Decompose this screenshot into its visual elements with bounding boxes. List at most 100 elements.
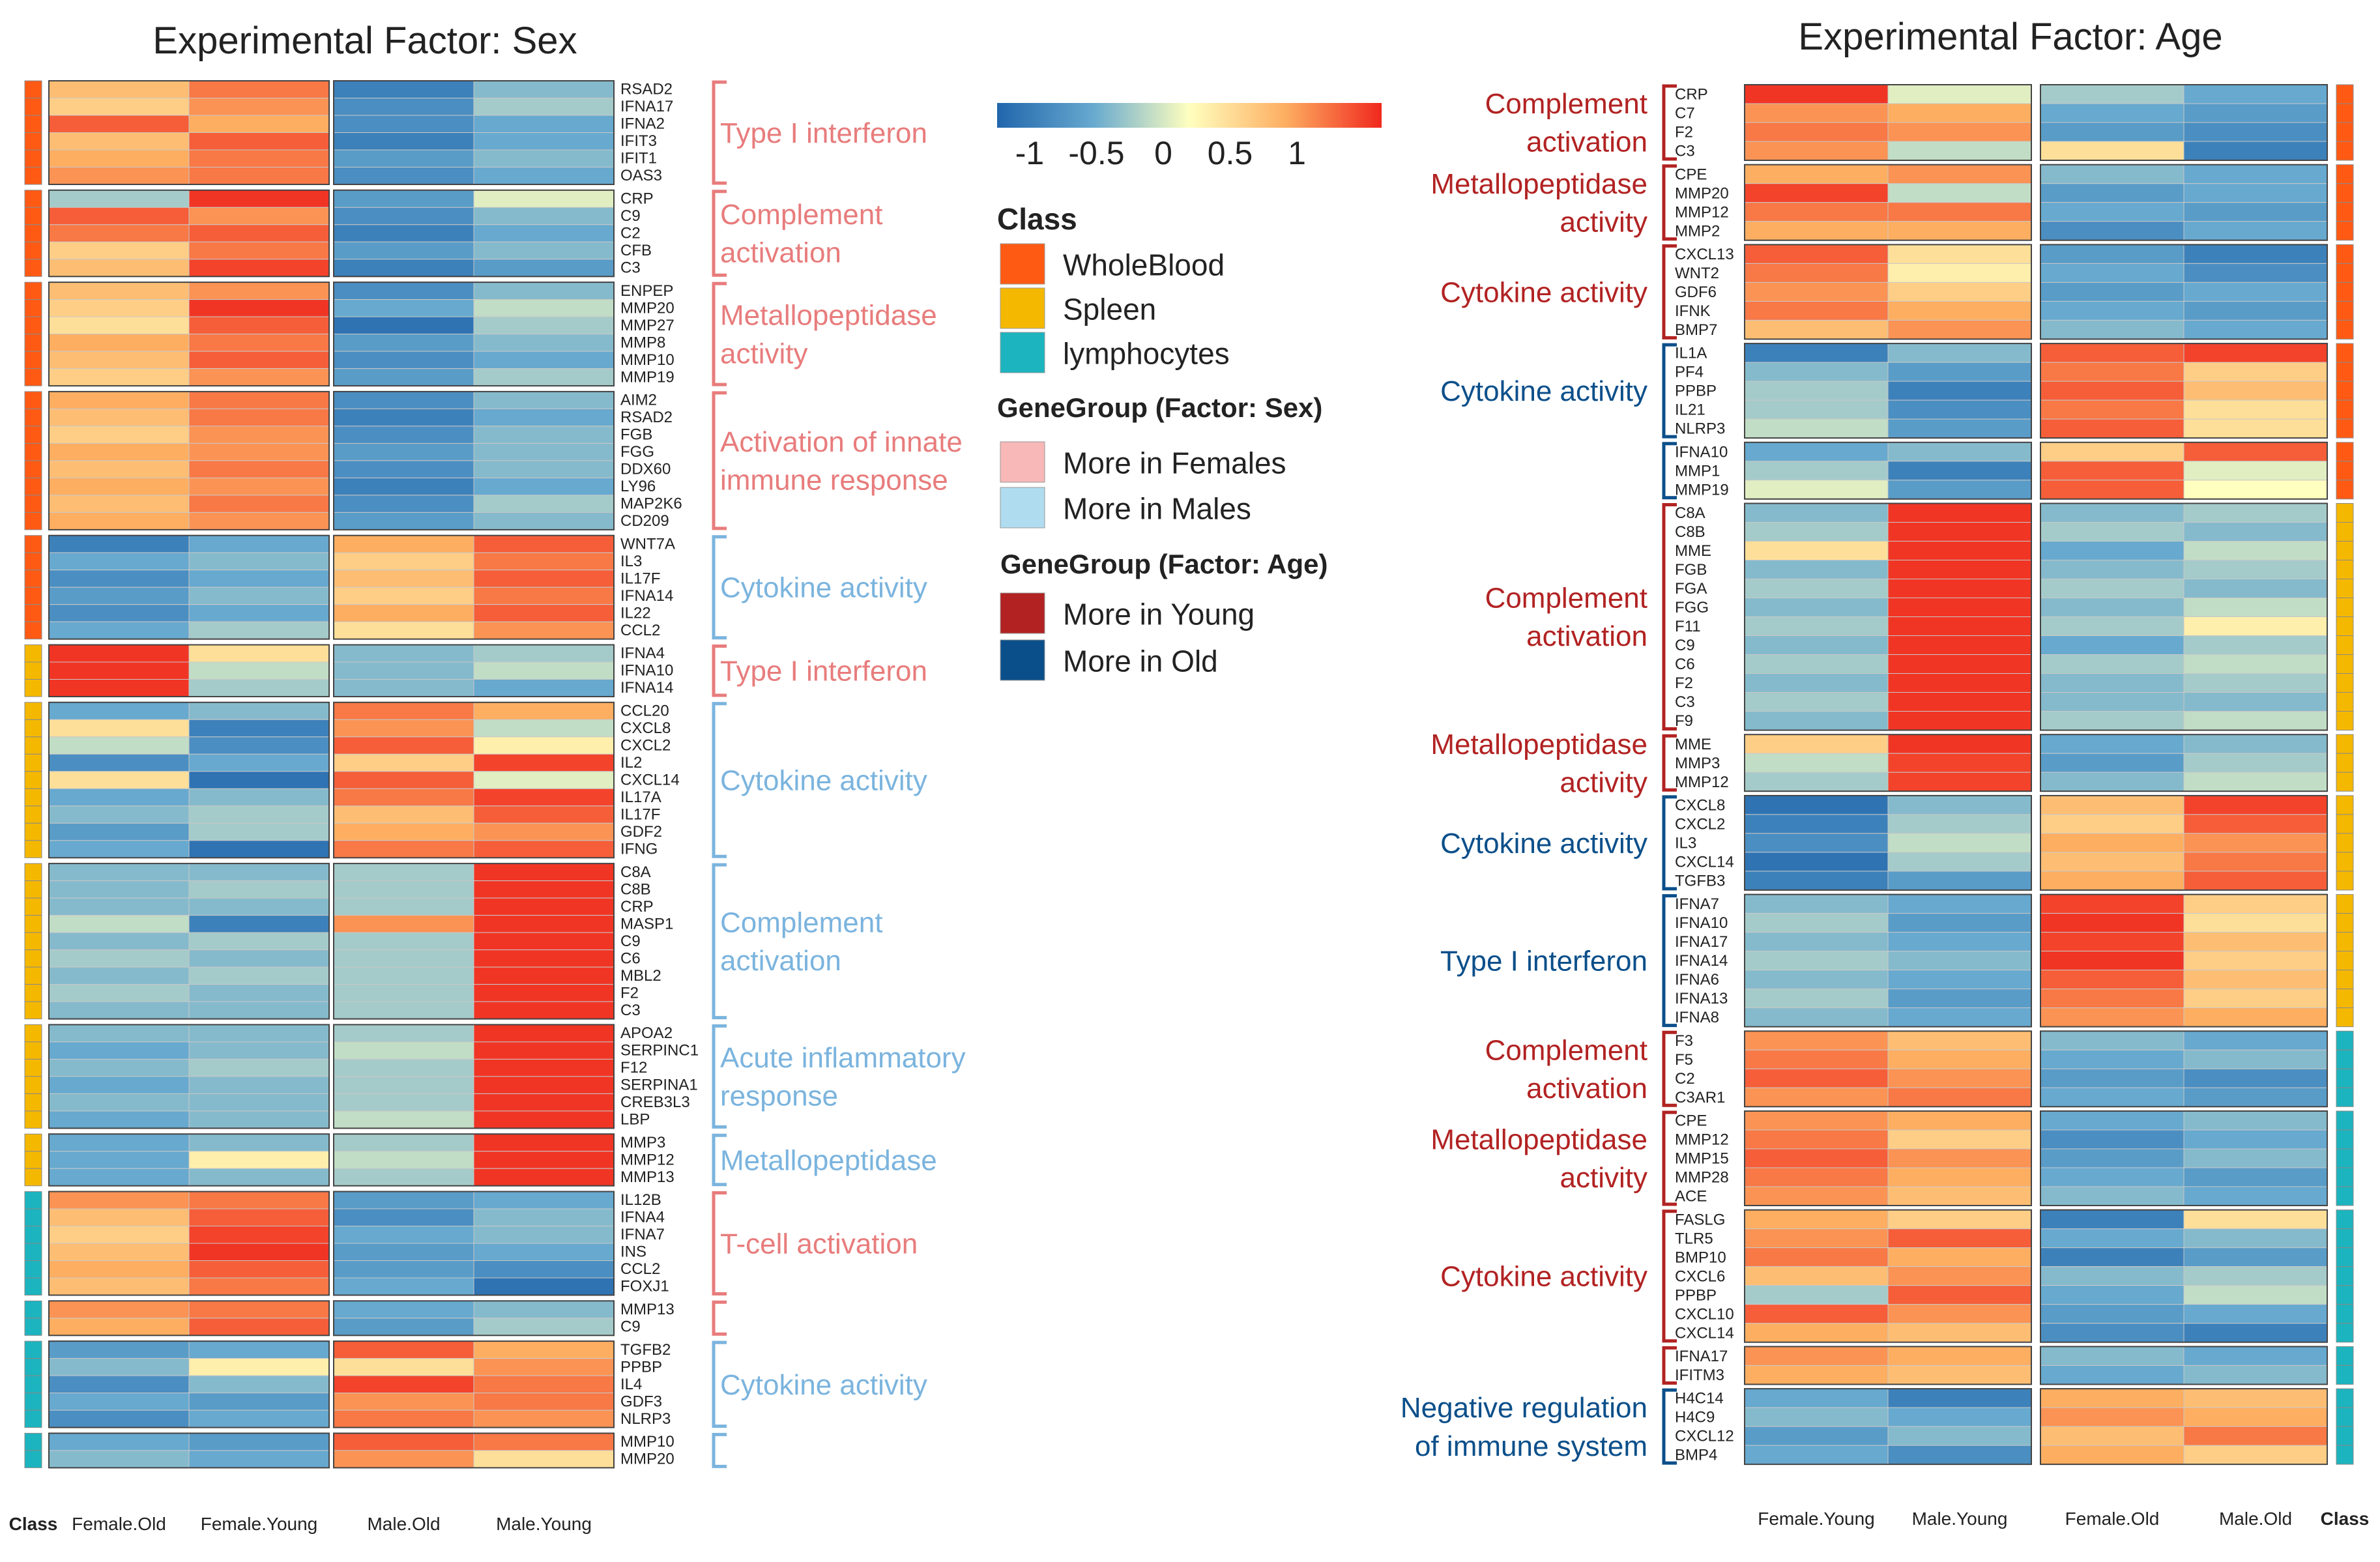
heatmap-cell [188,115,330,133]
heatmap-cell [333,863,474,882]
heatmap-cell [188,167,330,185]
heatmap-cell [473,224,615,242]
heatmap-cell [333,552,474,571]
heatmap-cell [48,1277,190,1295]
block-border [2040,244,2328,340]
heatmap-cell [1744,734,1889,754]
heatmap-cell [1887,833,2032,853]
heatmap-cell [2183,913,2328,933]
block-border [333,1133,615,1187]
heatmap-cell [188,1133,330,1152]
class-cell [2336,381,2354,401]
gene-label: RSAD2 [620,81,673,98]
gene-label: NLRP3 [1675,420,1725,438]
heatmap-cell [333,1260,474,1279]
group-bracket [712,535,727,640]
block-border [1744,343,2032,439]
heatmap-cell [2183,932,2328,952]
gene-label: MMP13 [620,1301,675,1318]
gene-label: C6 [1675,656,1695,673]
class-cell [24,426,42,444]
heatmap-cell [2183,635,2328,655]
heatmap-cell [333,984,474,1002]
class-cell [2336,989,2354,1009]
heatmap-cell [2183,753,2328,773]
heatmap-cell [473,604,615,622]
heatmap-cell [333,1450,474,1468]
heatmap-cell [188,702,330,720]
heatmap-cell [473,98,615,116]
heatmap-cell [2040,1285,2184,1305]
heatmap-cell [2183,319,2328,340]
heatmap-cell [473,880,615,899]
group-label: Activation of innate [720,426,963,458]
class-cell [2336,244,2354,264]
class-cell [2336,522,2354,542]
heatmap-cell [188,368,330,386]
group-label: activation [1526,126,1647,158]
heatmap-cell [48,644,190,663]
heatmap-cell [2040,753,2184,773]
gene-label: C6 [620,949,641,967]
column-label: Female.Old [72,1514,166,1534]
heatmap-cell [2183,202,2328,222]
heatmap-cell [2040,1266,2184,1286]
heatmap-cell [2040,814,2184,834]
gene-label: MMP27 [620,317,675,334]
heatmap-cell [2183,1030,2328,1050]
gene-label: CD209 [620,512,669,530]
heatmap-cell [473,241,615,260]
heatmap-cell [473,460,615,478]
heatmap-cell [2040,1209,2184,1230]
gene-label: TGFB2 [620,1341,671,1359]
heatmap-cell [48,512,190,530]
gene-label: F2 [620,984,639,1002]
heatmap-cell [188,259,330,277]
heatmap-cell [2183,894,2328,914]
block-border [333,390,615,530]
heatmap-cell [1744,814,1889,834]
class-cell [2336,1007,2354,1028]
heatmap-cell [473,1300,615,1319]
group-label: Acute inflammatory [720,1042,966,1074]
heatmap-cell [2040,951,2184,971]
heatmap-cell [48,1110,190,1129]
gene-label: OAS3 [620,167,662,184]
heatmap-cell [333,1340,474,1359]
heatmap-cell [2040,1407,2184,1427]
class-cell [2336,833,2354,853]
gene-label: ENPEP [620,282,673,300]
block-border [48,1300,330,1337]
heatmap-cell [2183,1228,2328,1249]
heatmap-cell [473,1375,615,1394]
class-cell [24,442,42,461]
class-cell [24,1041,42,1060]
heatmap-cell [1887,989,2032,1009]
heatmap-cell [2040,795,2184,815]
heatmap-cell [333,621,474,640]
class-cell [2336,635,2354,655]
heatmap-cell [2183,343,2328,363]
class-cell [2336,1186,2354,1206]
gene-label: MME [1675,736,1711,753]
heatmap-cell [48,1450,190,1468]
heatmap-cell [1887,461,2032,481]
group-label: Metallopeptidase [1430,168,1647,200]
heatmap-cell [188,949,330,968]
heatmap-cell [473,679,615,697]
gene-label: IFNA17 [1675,933,1728,951]
legend-swatch [1000,243,1045,285]
group-label: Metallopeptidase [1430,1124,1647,1156]
class-cell [24,207,42,225]
heatmap-cell [1887,753,2032,773]
heatmap-cell [1887,221,2032,241]
gene-label: C3 [620,1002,641,1019]
heatmap-cell [473,805,615,824]
class-cell [2336,1087,2354,1107]
block-border [48,1024,330,1129]
gene-label: CXCL12 [1675,1428,1734,1445]
class-cell [2336,1247,2354,1267]
